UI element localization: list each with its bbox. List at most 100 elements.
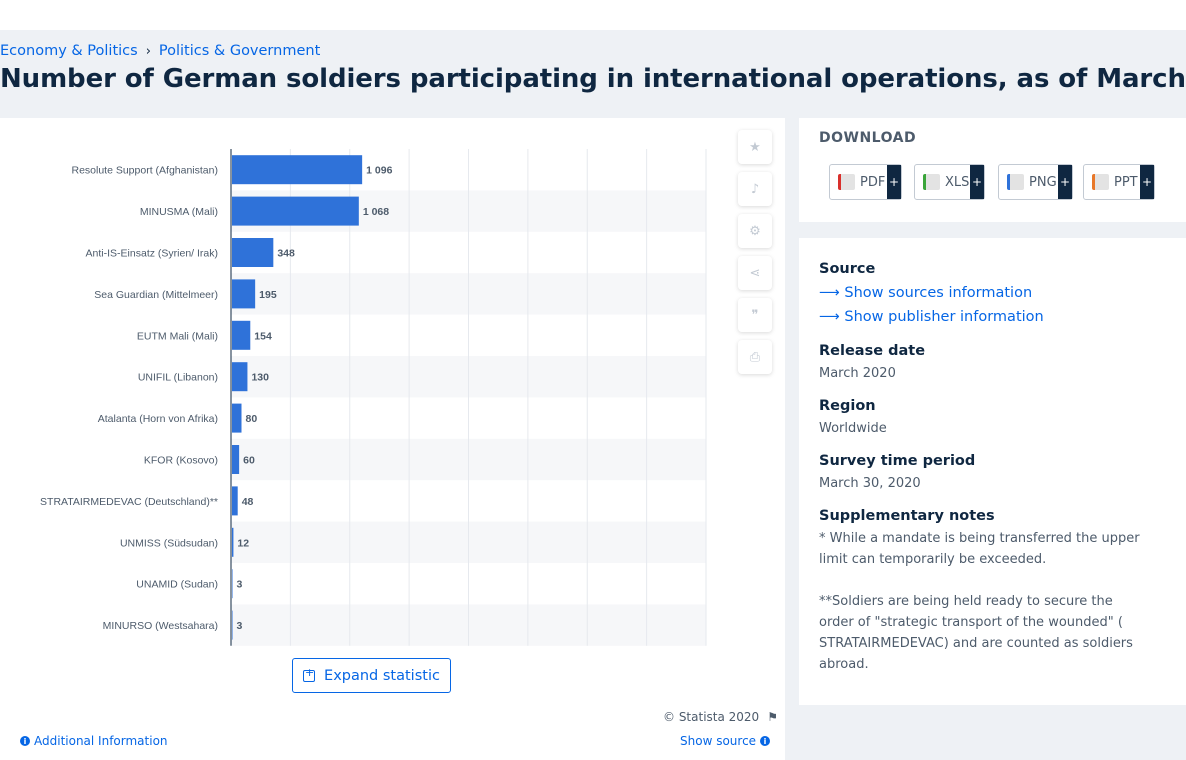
plus-icon: + xyxy=(1140,165,1154,199)
arrow-right-icon: ⟶ xyxy=(819,309,840,325)
category-label: UNMISS (Südsudan) xyxy=(120,537,218,549)
supplementary-note-2: **Soldiers are being held ready to secur… xyxy=(819,594,1133,672)
category-label: EUTM Mali (Mali) xyxy=(137,330,218,342)
survey-period-heading: Survey time period xyxy=(819,453,976,469)
show-publisher-label: Show publisher information xyxy=(844,309,1044,325)
bar-chart: Resolute Support (Afghanistan) 1 096 MINUS… xyxy=(40,149,707,646)
additional-information-label: Additional Information xyxy=(34,734,168,748)
show-sources-link[interactable]: ⟶ Show sources information xyxy=(819,285,1032,301)
download-xls-button[interactable]: XLS + xyxy=(914,164,985,200)
data-label: 3 xyxy=(237,620,243,632)
bar xyxy=(232,155,363,185)
bar xyxy=(232,362,248,392)
expand-icon xyxy=(303,666,316,682)
print-icon: ⎙ xyxy=(749,349,761,365)
category-label: KFOR (Kosovo) xyxy=(144,455,218,467)
ppt-file-icon xyxy=(1092,174,1109,190)
bar xyxy=(232,196,359,226)
png-file-icon xyxy=(1007,174,1024,190)
bar xyxy=(232,403,242,433)
data-label: 154 xyxy=(254,330,272,342)
category-label: Atalanta (Horn von Afrika) xyxy=(98,413,218,425)
download-xls-label: XLS xyxy=(945,174,970,190)
additional-information-link[interactable]: i Additional Information xyxy=(20,734,168,748)
quote-icon: ❞ xyxy=(751,307,759,323)
region-value: Worldwide xyxy=(819,421,887,436)
pdf-file-icon xyxy=(838,174,855,190)
data-label: 1 096 xyxy=(366,165,392,177)
category-label: STRATAIRMEDEVAC (Deutschland)** xyxy=(40,496,218,508)
source-heading: Source xyxy=(819,261,876,277)
expand-statistic-button[interactable]: Expand statistic xyxy=(292,658,451,693)
expand-statistic-label: Expand statistic xyxy=(324,667,440,684)
breadcrumb: Economy & Politics › Politics & Governme… xyxy=(0,43,320,59)
category-label: Anti-IS-Einsatz (Syrien/ Irak) xyxy=(86,248,218,260)
release-date-heading: Release date xyxy=(819,343,926,359)
show-sources-label: Show sources information xyxy=(844,285,1033,301)
notification-button[interactable]: ♪ xyxy=(738,172,772,206)
bar xyxy=(232,445,240,474)
category-label: Resolute Support (Afghanistan) xyxy=(71,165,218,177)
data-label: 348 xyxy=(277,248,295,260)
settings-button[interactable]: ⚙ xyxy=(738,214,772,248)
show-publisher-link[interactable]: ⟶ Show publisher information xyxy=(819,309,1044,325)
page-title: Number of German soldiers participating … xyxy=(0,64,1186,94)
data-label: 60 xyxy=(243,455,255,467)
bar xyxy=(232,320,251,350)
show-source-link[interactable]: Show source i xyxy=(680,734,771,748)
category-label: MINUSMA (Mali) xyxy=(140,206,218,218)
data-label: 80 xyxy=(246,413,258,425)
data-label: 3 xyxy=(237,579,243,591)
show-source-label: Show source xyxy=(680,734,757,748)
chart-fade xyxy=(0,708,730,758)
supplementary-notes-heading: Supplementary notes xyxy=(819,508,995,524)
bar xyxy=(232,569,233,599)
star-icon: ★ xyxy=(749,139,761,155)
info-icon: i xyxy=(760,736,771,746)
release-date-value: March 2020 xyxy=(819,366,896,381)
download-pdf-button[interactable]: PDF + xyxy=(829,164,902,200)
download-card: DOWNLOAD PDF + XLS + PNG + PPT + xyxy=(799,118,1186,222)
plus-icon: + xyxy=(970,165,984,199)
data-label: 48 xyxy=(242,496,254,508)
bell-icon: ♪ xyxy=(750,181,760,197)
favorite-button[interactable]: ★ xyxy=(738,130,772,164)
flag-icon[interactable]: ⚑ xyxy=(767,710,778,724)
breadcrumb-economy-politics[interactable]: Economy & Politics xyxy=(0,43,138,59)
survey-period-value: March 30, 2020 xyxy=(819,476,921,491)
category-label: UNIFIL (Libanon) xyxy=(138,372,218,384)
download-ppt-button[interactable]: PPT + xyxy=(1083,164,1155,200)
breadcrumb-separator: › xyxy=(145,43,151,59)
bar xyxy=(232,610,233,640)
bar xyxy=(232,527,234,557)
info-icon: i xyxy=(20,736,30,746)
statistic-details-card: Source ⟶ Show sources information ⟶ Show… xyxy=(799,238,1186,705)
bar xyxy=(232,279,256,309)
supplementary-note-1: * While a mandate is being transferred t… xyxy=(819,531,1140,567)
data-label: 12 xyxy=(237,537,249,549)
breadcrumb-politics-government[interactable]: Politics & Government xyxy=(158,43,321,59)
print-button[interactable]: ⎙ xyxy=(738,340,772,374)
xls-file-icon xyxy=(923,174,940,190)
cite-button[interactable]: ❞ xyxy=(738,298,772,332)
download-pdf-label: PDF xyxy=(860,174,886,190)
download-png-label: PNG xyxy=(1029,174,1057,190)
download-ppt-label: PPT xyxy=(1114,174,1138,190)
copyright-text: © Statista 2020 xyxy=(663,710,760,724)
copyright: © Statista 2020 ⚑ xyxy=(663,710,778,724)
share-button[interactable]: ⋖ xyxy=(738,256,772,290)
share-icon: ⋖ xyxy=(749,265,761,281)
chart-card: Resolute Support (Afghanistan) 1 096 MINUS… xyxy=(0,118,785,760)
bar xyxy=(232,238,274,267)
bar xyxy=(232,486,238,516)
plus-icon: + xyxy=(1058,165,1072,199)
gear-icon: ⚙ xyxy=(749,223,761,239)
data-label: 1 068 xyxy=(363,206,389,218)
category-label: MINURSO (Westsahara) xyxy=(103,620,218,632)
arrow-right-icon: ⟶ xyxy=(819,285,840,301)
download-png-button[interactable]: PNG + xyxy=(998,164,1073,200)
top-bar xyxy=(0,0,1186,30)
plus-icon: + xyxy=(887,165,901,199)
category-label: UNAMID (Sudan) xyxy=(136,579,218,591)
category-label: Sea Guardian (Mittelmeer) xyxy=(94,289,218,301)
